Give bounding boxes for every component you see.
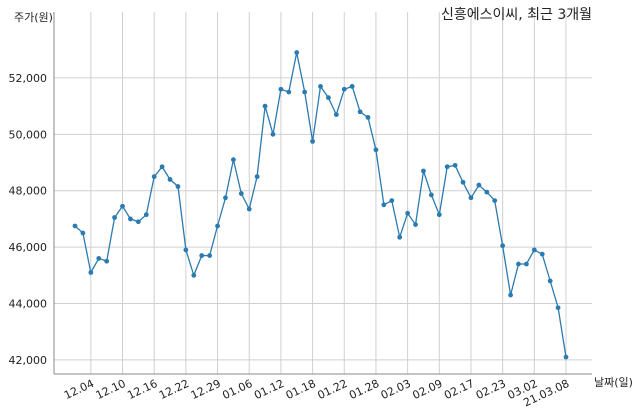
data-point [128,216,133,222]
x-tick-label: 01.06 [220,377,254,402]
data-point [484,189,490,195]
data-point [444,164,450,170]
data-point [72,223,78,229]
data-point [563,354,569,360]
x-tick-label: 12.16 [125,377,159,402]
y-tick-label: 42,000 [9,354,48,367]
data-point [389,198,395,203]
data-point [516,261,521,267]
data-point [326,95,331,101]
data-point [167,177,173,182]
y-axis-label: 주가(원) [14,11,53,24]
x-tick-label: 12.04 [62,377,96,402]
data-point [452,162,458,168]
grid-lines [54,12,592,374]
x-tick-label: 01.28 [347,377,381,402]
x-axis-label: 날짜(일) [594,375,633,389]
data-point [246,206,252,212]
data-point [428,192,434,198]
data-point [492,198,498,203]
x-tick-labels: 12.0412.1012.1612.2212.2901.0601.1201.18… [62,377,571,409]
data-point [223,195,228,201]
data-point [286,89,292,95]
data-point [547,278,553,284]
data-point [357,109,363,115]
data-point [524,261,529,267]
data-point [381,202,387,208]
data-point [333,112,339,117]
data-point [476,182,482,188]
data-point [230,157,236,163]
data-point [159,164,165,170]
series-line [74,52,567,358]
data-point [191,272,197,278]
data-point [302,89,308,95]
data-point [531,247,537,253]
data-point [199,253,205,258]
data-point [508,292,513,298]
data-point [500,243,506,249]
y-tick-label: 48,000 [9,185,48,198]
axes [53,12,592,375]
x-tick-label: 01.22 [315,377,349,402]
data-point [262,103,268,109]
x-tick-label: 12.10 [94,377,128,402]
data-point [421,168,426,174]
x-tick-label: 02.03 [379,377,413,402]
data-point [341,86,347,92]
data-point [270,131,276,137]
series-price [72,50,569,360]
data-point [135,219,141,225]
x-tick-label: 01.18 [284,377,318,402]
data-point [397,234,403,240]
data-point [104,258,110,264]
data-point [468,195,474,201]
data-point [254,174,260,180]
data-point [207,253,213,258]
data-point [555,305,561,311]
data-point [405,210,411,216]
data-point [349,83,355,89]
y-tick-label: 46,000 [9,241,48,254]
data-point [151,174,157,180]
data-point [183,247,189,253]
data-point [80,230,86,236]
data-point [436,212,442,218]
data-point [365,115,371,120]
y-tick-label: 52,000 [9,72,48,85]
data-point [278,86,284,92]
data-point [96,255,102,261]
x-tick-label: 02.23 [474,377,508,402]
data-point [294,50,300,55]
x-tick-label: 12.22 [157,377,191,402]
y-tick-label: 44,000 [9,298,48,311]
x-tick-label: 02.09 [411,377,445,402]
x-tick-label: 02.17 [442,377,476,402]
data-point [112,215,117,220]
data-point [373,147,379,153]
data-point [175,184,181,189]
data-point [318,83,323,89]
data-point [88,270,94,275]
data-point [460,179,466,185]
x-tick-label: 01.12 [252,377,286,402]
data-point [215,223,220,229]
data-point [143,212,149,218]
data-point [120,203,125,209]
data-point [310,138,315,144]
chart-title: 신흥에스이씨, 최근 3개월 [441,7,592,23]
data-point [539,251,545,257]
x-tick-label: 12.29 [189,377,223,402]
y-tick-label: 50,000 [9,128,48,141]
data-point [238,191,244,196]
data-point [413,222,418,227]
y-tick-labels: 42,000 44,000 46,000 48,000 50,000 52,000 [9,72,48,367]
